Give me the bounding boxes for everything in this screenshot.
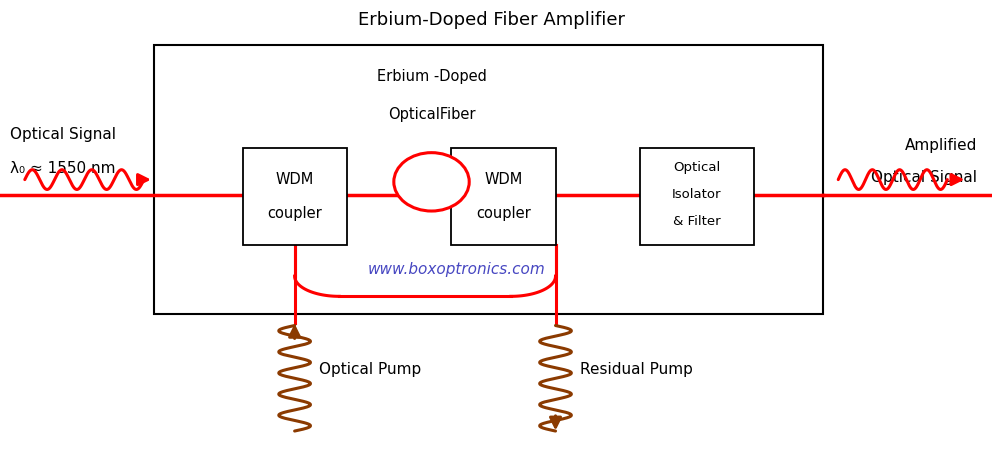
Text: coupler: coupler [476, 206, 531, 221]
Bar [451, 148, 556, 245]
Text: WDM: WDM [484, 172, 523, 187]
Text: Erbium -Doped: Erbium -Doped [377, 69, 486, 84]
Text: Amplified: Amplified [905, 138, 977, 154]
Text: Optical Signal: Optical Signal [871, 170, 977, 185]
Text: Optical: Optical [674, 161, 720, 174]
Bar [243, 148, 347, 245]
Bar [154, 45, 823, 314]
Ellipse shape [394, 153, 469, 211]
Text: Optical Signal: Optical Signal [10, 127, 116, 142]
Text: Optical Pump: Optical Pump [319, 362, 422, 377]
Text: & Filter: & Filter [673, 215, 721, 228]
Bar [640, 148, 754, 245]
Text: coupler: coupler [268, 206, 322, 221]
Text: Residual Pump: Residual Pump [580, 362, 693, 377]
Text: www.boxoptronics.com: www.boxoptronics.com [367, 262, 546, 277]
Text: Isolator: Isolator [673, 188, 721, 201]
Text: Erbium-Doped Fiber Amplifier: Erbium-Doped Fiber Amplifier [357, 11, 625, 29]
Text: λ₀ ≈ 1550 nm: λ₀ ≈ 1550 nm [10, 161, 115, 176]
Text: WDM: WDM [276, 172, 314, 187]
Text: OpticalFiber: OpticalFiber [388, 107, 475, 122]
